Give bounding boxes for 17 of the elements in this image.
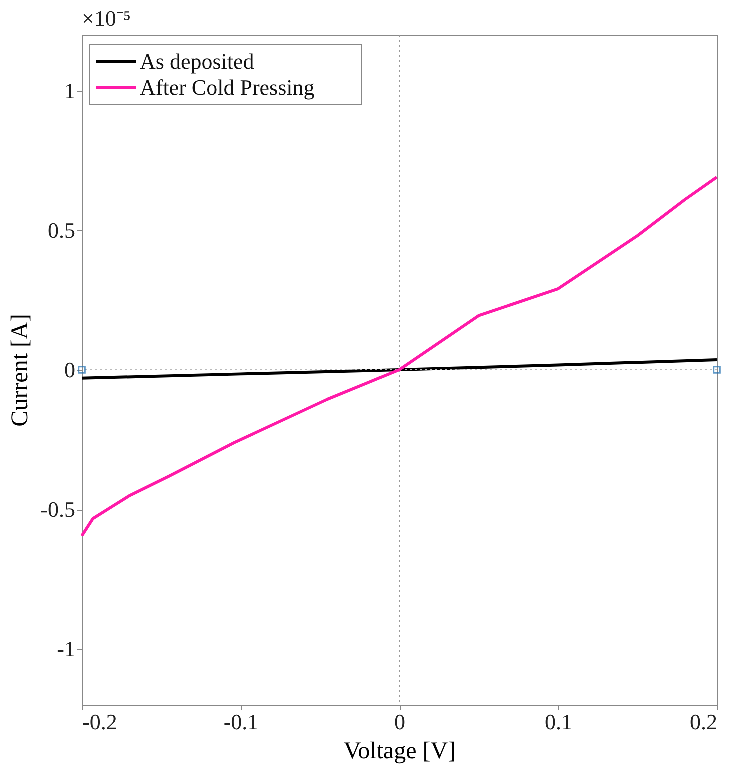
y-tick-label: 1 [64,78,76,104]
text: ×10⁻⁵ [82,6,132,31]
line-series [80,358,718,380]
x-tick-label: 0 [394,710,406,734]
y-tick-label: -0.5 [40,497,76,522]
x-tick-label: 0.1 [545,710,572,734]
x-tick-label: -0.1 [224,710,259,734]
x-tick-label: -0.2 [82,710,118,734]
y-axis-title: Current [A] [8,314,34,427]
legend-label: After Cold Pressing [140,75,315,100]
legend-label: As deposited [140,49,254,74]
line-series [80,176,718,538]
y-tick-label: 0 [64,358,76,382]
y-tick-label: 0.5 [48,218,76,243]
y-tick-label: -1 [57,636,76,662]
x-axis-title: Voltage [V] [344,738,456,764]
x-tick-label: 0.2 [690,710,718,734]
